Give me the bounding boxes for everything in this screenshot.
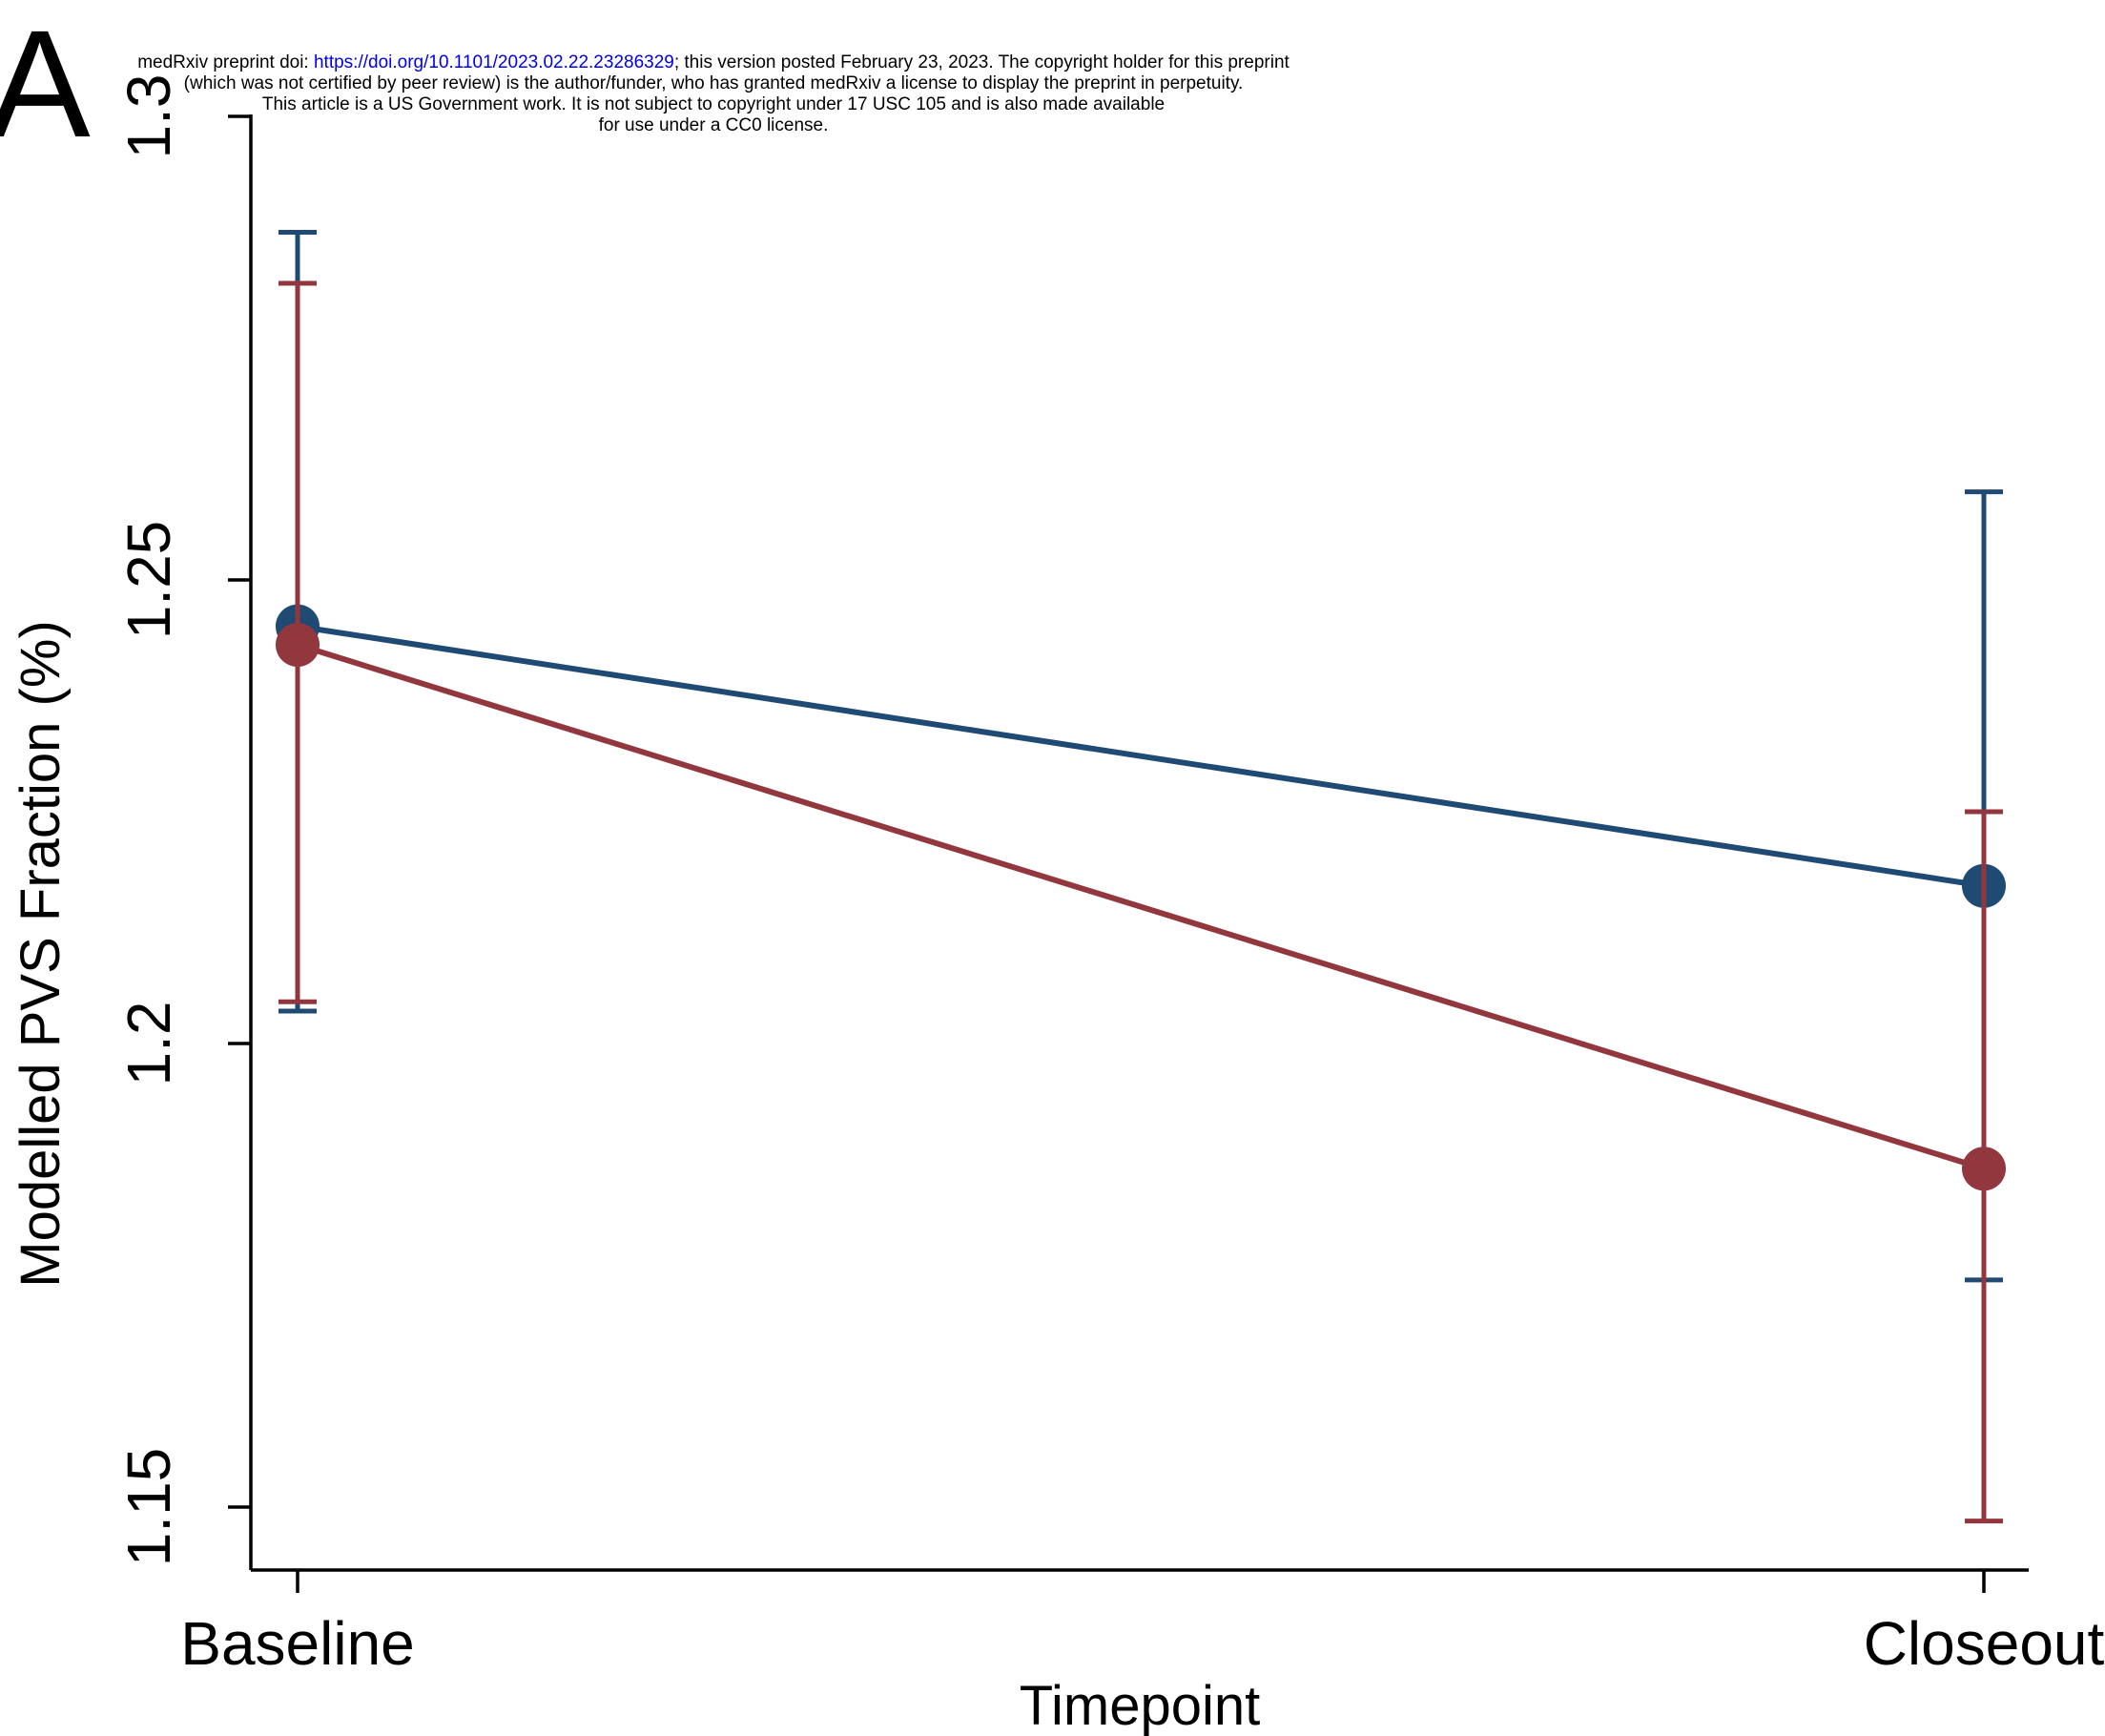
series-2: [276, 280, 2006, 1524]
doi-link[interactable]: https://doi.org/10.1101/2023.02.22.23286…: [314, 52, 674, 72]
data-point: [1962, 1147, 2006, 1191]
notice-suffix: ; this version posted February 23, 2023.…: [674, 52, 1290, 72]
y-tick-label: 1.2: [114, 1002, 183, 1086]
x-tick-label: Closeout: [1864, 1609, 2105, 1678]
panel-label: A: [0, 0, 91, 169]
series-line: [297, 623, 1985, 889]
y-tick-label: 1.3: [114, 74, 183, 159]
axes: 1.15 1.2 1.25 1.3 Baseline Closeout: [114, 74, 2105, 1678]
preprint-notice: medRxiv preprint doi: https://doi.org/10…: [137, 52, 1290, 135]
notice-line-3: This article is a US Government work. It…: [262, 94, 1165, 114]
x-axis-title: Timepoint: [1020, 1675, 1261, 1736]
y-tick-label: 1.25: [114, 521, 183, 640]
notice-line-1: medRxiv preprint doi: https://doi.org/10…: [137, 52, 1290, 72]
plot-area: [276, 230, 2006, 1524]
notice-line-2: (which was not certified by peer review)…: [184, 73, 1244, 93]
x-tick-label: Baseline: [180, 1609, 415, 1678]
y-tick-label: 1.15: [114, 1448, 183, 1567]
notice-line-4: for use under a CC0 license.: [599, 115, 829, 135]
series-1: [276, 230, 2006, 1283]
y-axis-title: Modelled PVS Fraction (%): [10, 620, 72, 1287]
notice-prefix: medRxiv preprint doi:: [137, 52, 314, 72]
series-line: [297, 642, 1985, 1172]
data-point: [276, 623, 320, 668]
